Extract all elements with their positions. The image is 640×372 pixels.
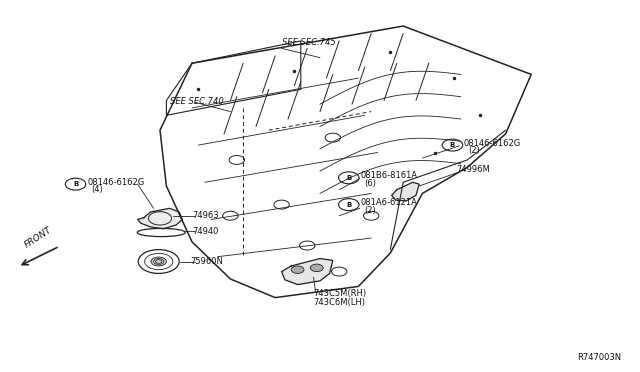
Text: FRONT: FRONT (23, 226, 54, 250)
Polygon shape (392, 182, 419, 201)
Circle shape (310, 264, 323, 272)
Text: B: B (73, 181, 78, 187)
Text: SEE SEC.745: SEE SEC.745 (282, 38, 335, 47)
Text: R747003N: R747003N (577, 353, 621, 362)
Text: 74940: 74940 (192, 227, 218, 236)
Text: B: B (346, 202, 351, 208)
Text: 743C6M(LH): 743C6M(LH) (314, 298, 365, 307)
Circle shape (151, 257, 166, 266)
Text: 08146-6162G: 08146-6162G (87, 178, 144, 187)
Text: 081B6-8161A: 081B6-8161A (360, 171, 417, 180)
Text: SEE SEC.740: SEE SEC.740 (170, 97, 223, 106)
Text: 08146-6162G: 08146-6162G (464, 139, 521, 148)
Text: 75960N: 75960N (191, 257, 223, 266)
Text: 74963: 74963 (192, 211, 219, 219)
Text: 74996M: 74996M (456, 165, 490, 174)
Text: 743C5M(RH): 743C5M(RH) (314, 289, 367, 298)
Text: B: B (450, 142, 455, 148)
Text: (6): (6) (364, 179, 376, 188)
Text: B: B (346, 175, 351, 181)
Text: 081A6-6121A: 081A6-6121A (360, 198, 417, 207)
Circle shape (291, 266, 304, 273)
Polygon shape (282, 259, 333, 285)
Text: (2): (2) (468, 146, 479, 155)
Text: (4): (4) (91, 185, 102, 194)
Polygon shape (138, 208, 182, 229)
Text: (2): (2) (364, 206, 376, 215)
